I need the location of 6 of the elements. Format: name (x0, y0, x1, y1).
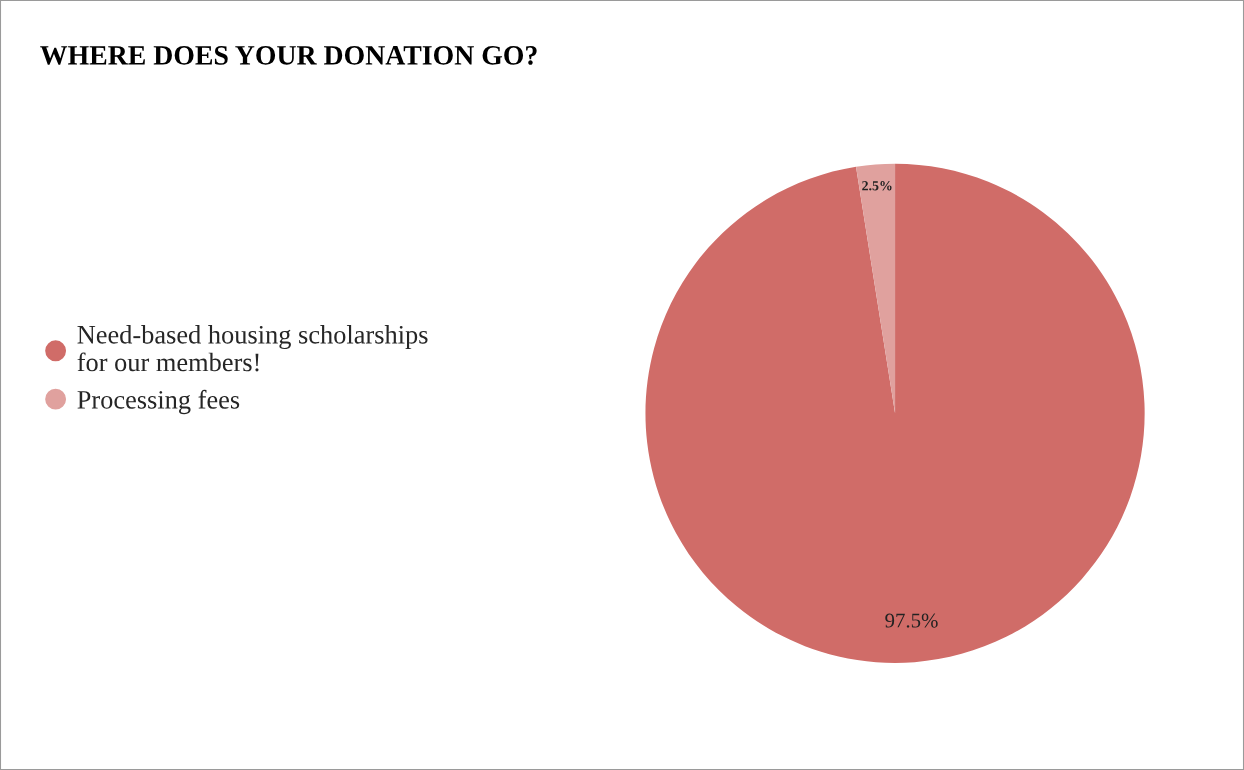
chart-title: WHERE DOES YOUR DONATION GO? (40, 46, 537, 65)
legend-label: Processing fees (77, 389, 240, 415)
data-label: 97.5% (885, 613, 938, 628)
pie-slice (645, 163, 1145, 663)
data-label: 2.5% (862, 181, 892, 191)
legend-label: Need-based housing scholarships for our members! (77, 325, 428, 372)
